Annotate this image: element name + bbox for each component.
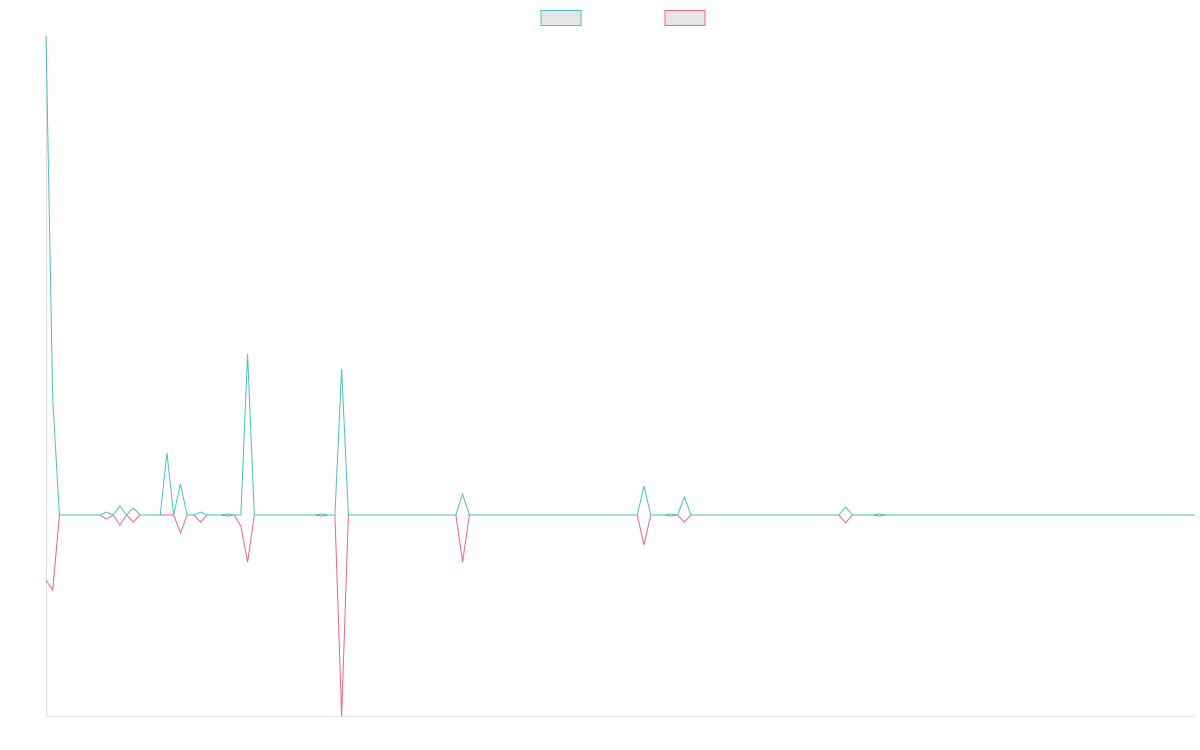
legend-swatch (664, 10, 706, 26)
series-line (45, 35, 1195, 516)
series-line (45, 514, 1195, 717)
legend-swatch (540, 10, 582, 26)
